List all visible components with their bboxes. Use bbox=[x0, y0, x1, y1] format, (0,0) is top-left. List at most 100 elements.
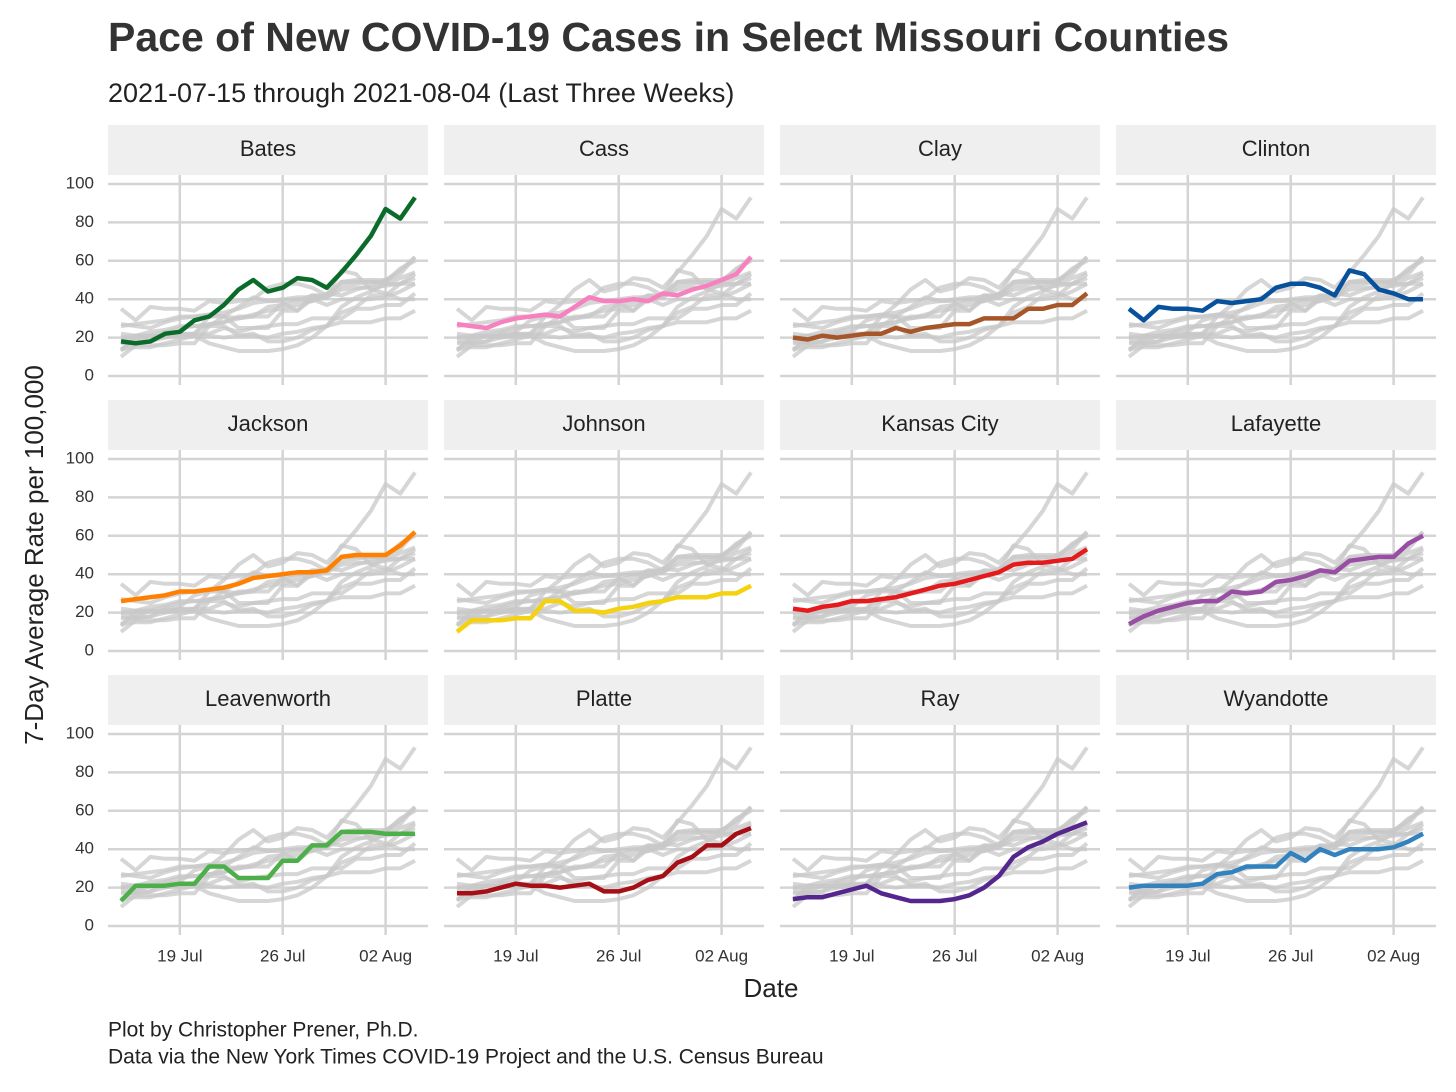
background-line bbox=[456, 557, 752, 615]
background-line bbox=[120, 545, 416, 628]
background-line bbox=[1128, 557, 1424, 615]
background-line bbox=[1128, 820, 1424, 903]
background-line bbox=[120, 820, 416, 903]
background-line bbox=[791, 583, 1088, 634]
facet-strip bbox=[108, 125, 428, 175]
x-tick-label: 02 Aug bbox=[1031, 946, 1084, 965]
facet-title: Lafayette bbox=[1231, 411, 1322, 436]
background-line bbox=[791, 308, 1088, 359]
x-tick-label: 19 Jul bbox=[493, 946, 538, 965]
y-tick-label: 0 bbox=[85, 365, 94, 384]
y-tick-label: 100 bbox=[66, 724, 94, 743]
background-line bbox=[456, 820, 752, 903]
y-tick-label: 40 bbox=[75, 289, 94, 308]
facet-title: Wyandotte bbox=[1224, 686, 1329, 711]
x-tick-label: 19 Jul bbox=[1165, 946, 1210, 965]
facet-title: Platte bbox=[576, 686, 632, 711]
series-line bbox=[120, 530, 417, 604]
background-line bbox=[119, 308, 416, 359]
background-line bbox=[456, 270, 752, 353]
x-tick-label: 02 Aug bbox=[359, 946, 412, 965]
x-tick-label: 02 Aug bbox=[1367, 946, 1420, 965]
y-tick-label: 60 bbox=[75, 525, 94, 544]
series-line bbox=[119, 829, 415, 903]
facet: Lafayette bbox=[1116, 400, 1436, 660]
facet-strip bbox=[1116, 675, 1436, 725]
facet: Platte 19 Jul 26 Jul 02 Aug bbox=[444, 675, 764, 965]
facet: Jackson 0 20 40 60 80 100 bbox=[66, 400, 428, 660]
background-line bbox=[792, 832, 1088, 890]
background-line bbox=[1128, 282, 1424, 340]
background-line bbox=[119, 858, 416, 909]
facet-strip bbox=[444, 675, 764, 725]
background-line bbox=[455, 308, 752, 359]
y-tick-label: 100 bbox=[66, 174, 94, 193]
facet: Leavenworth 0 20 40 60 80 100 19 Jul 26 Jul 02 Au… bbox=[66, 675, 428, 965]
series-line bbox=[1127, 533, 1425, 627]
facet-title: Clinton bbox=[1242, 136, 1310, 161]
facet: Johnson bbox=[444, 400, 764, 660]
facet: Kansas City bbox=[780, 400, 1100, 660]
facet-title: Bates bbox=[240, 136, 296, 161]
caption: Plot by Christopher Prener, Ph.D. bbox=[108, 1019, 418, 1042]
facet-title: Clay bbox=[918, 136, 962, 161]
chart-title: Pace of New COVID-19 Cases in Select Mis… bbox=[108, 14, 1229, 60]
series-line bbox=[456, 255, 753, 331]
facet: Clinton bbox=[1116, 125, 1436, 385]
facet-title: Jackson bbox=[228, 411, 309, 436]
y-tick-label: 80 bbox=[75, 762, 94, 781]
facet-strip bbox=[444, 125, 764, 175]
y-tick-label: 20 bbox=[75, 327, 94, 346]
background-line bbox=[1128, 270, 1424, 353]
series-line bbox=[120, 196, 417, 346]
y-tick-label: 80 bbox=[75, 212, 94, 231]
series-line bbox=[1127, 268, 1423, 323]
x-tick-label: 19 Jul bbox=[157, 946, 202, 965]
facet-strip bbox=[780, 125, 1100, 175]
caption: Data via the New York Times COVID-19 Pro… bbox=[108, 1046, 824, 1069]
background-line bbox=[1128, 545, 1424, 628]
facet: Cass bbox=[444, 125, 764, 385]
facet-strip bbox=[444, 400, 764, 450]
y-tick-label: 100 bbox=[66, 449, 94, 468]
x-tick-label: 02 Aug bbox=[695, 946, 748, 965]
x-tick-label: 26 Jul bbox=[932, 946, 977, 965]
facet-title: Johnson bbox=[562, 411, 645, 436]
y-tick-label: 40 bbox=[75, 564, 94, 583]
background-line bbox=[1127, 583, 1424, 634]
facet-title: Kansas City bbox=[881, 411, 998, 436]
facet: Wyandotte 19 Jul 26 Jul 02 Aug bbox=[1116, 675, 1436, 965]
y-tick-label: 60 bbox=[75, 250, 94, 269]
x-tick-label: 26 Jul bbox=[596, 946, 641, 965]
background-line bbox=[120, 270, 416, 353]
facet-strip bbox=[108, 400, 428, 450]
series-line bbox=[457, 826, 752, 896]
y-tick-label: 80 bbox=[75, 487, 94, 506]
facet-strip bbox=[780, 675, 1100, 725]
background-line bbox=[792, 557, 1088, 615]
series-line bbox=[455, 583, 753, 634]
series-line bbox=[792, 547, 1089, 613]
y-tick-label: 0 bbox=[85, 915, 94, 934]
x-tick-label: 26 Jul bbox=[260, 946, 305, 965]
y-tick-label: 20 bbox=[75, 877, 94, 896]
x-axis-label: Date bbox=[744, 973, 799, 1003]
facet-strip bbox=[780, 400, 1100, 450]
background-line bbox=[120, 557, 416, 615]
facet-title: Ray bbox=[920, 686, 959, 711]
series-line bbox=[792, 291, 1089, 342]
facet-title: Leavenworth bbox=[205, 686, 331, 711]
background-line bbox=[120, 282, 416, 340]
background-line bbox=[1127, 308, 1424, 359]
facet-strip bbox=[1116, 400, 1436, 450]
background-line bbox=[1127, 858, 1424, 909]
y-tick-label: 60 bbox=[75, 800, 94, 819]
background-line bbox=[792, 545, 1088, 628]
background-line bbox=[456, 545, 752, 628]
y-tick-label: 40 bbox=[75, 839, 94, 858]
facet-strip bbox=[108, 675, 428, 725]
background-line bbox=[119, 583, 416, 634]
facet-title: Cass bbox=[579, 136, 629, 161]
facet: Ray 19 Jul 26 Jul 02 Aug bbox=[780, 675, 1100, 965]
